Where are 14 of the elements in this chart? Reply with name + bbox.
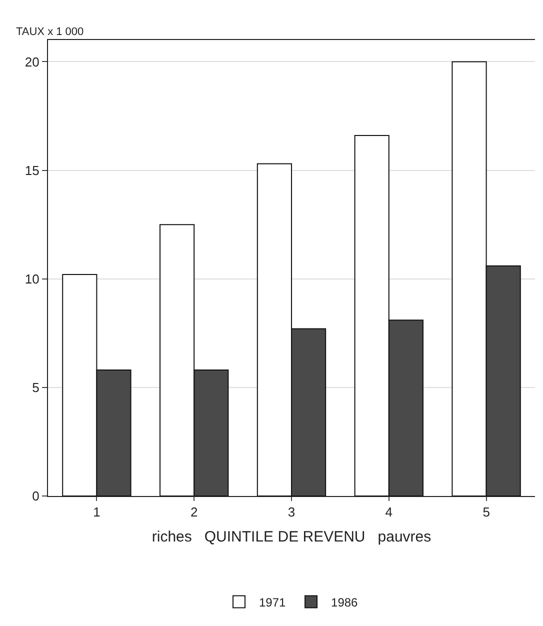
x-tick-label: 2	[190, 504, 198, 520]
x-tick-label: 1	[93, 504, 100, 520]
y-tick-label: 5	[32, 380, 40, 395]
x-tick-label: 4	[385, 504, 393, 520]
x-tick-label: 5	[482, 504, 490, 520]
y-tick-label: 15	[24, 162, 40, 178]
y-tick-label: 20	[24, 54, 40, 70]
legend-label: 1986	[331, 595, 358, 610]
y-axis-title: TAUX x 1 000	[16, 26, 84, 38]
y-tick-label: 0	[32, 488, 40, 504]
x-tick-label: 3	[288, 504, 296, 520]
y-tick-label: 10	[24, 271, 40, 286]
legend-label: 1971	[259, 595, 286, 610]
x-axis-title: riches QUINTILE DE REVENU pauvres	[152, 528, 432, 546]
